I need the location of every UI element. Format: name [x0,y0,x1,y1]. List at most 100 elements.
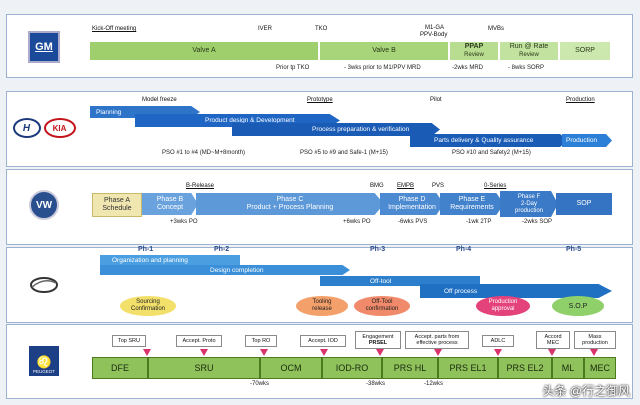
empb-label: EMPB [397,183,415,189]
vw-phase-d-sub: Implementation [388,204,436,211]
gm-run-review-label: Review [519,52,539,58]
gate-accept-proto: Accept. Proto [176,335,222,347]
m1ga-label: M1-GA [425,25,445,31]
vw-phase-f-sub1: 2-Day [520,200,537,207]
rn-offtool-bar: Off-tool [320,276,480,286]
gm-ppap-label: PPAP [464,43,484,50]
stage-iod-ro-label: IOD-RO [335,363,369,373]
gate-top-ro: Top RO [245,335,277,347]
ppv-body-label: PPV-Body [420,32,448,38]
gm-logo-mark: GM [28,31,60,63]
pilot-label: Pilot [430,97,442,103]
hyundai-logo-mark: H [12,118,41,138]
gate-marker-7 [494,349,502,356]
hk-parts-label: Parts delivery & Quality assurance [434,137,534,144]
vw-phase-c-sub: Product + Process Planning [246,204,334,211]
psa-38wks: -38wks [366,381,386,387]
vw-6wks-pvs: -6wks PVS [398,219,428,225]
rn-organization-label: Organization and planning [112,256,188,264]
stage-sru: SRU [148,357,260,379]
gm-logo: GM [10,30,78,64]
peugeot-logo: ♌ PEUGEOT [10,344,78,378]
gate-marker-4 [320,349,328,356]
stage-ml-label: ML [561,363,575,373]
pvs-label: PVS [432,183,445,189]
vw-phase-a-title: Phase A [103,197,131,204]
rn-production-line2: approval [491,306,515,312]
vw-phase-b: Phase B Concept [142,193,198,215]
stage-sru-label: SRU [194,363,214,373]
rn-tooling-line2: release [312,306,332,312]
hk-parts-bar: Parts delivery & Quality assurance [410,134,568,147]
gm-run-at-rate-label: Run @ Rate [509,43,549,50]
stage-prs-el1: PRS EL1 [438,357,498,379]
hk-pso-1-4: PSO #1 to #4 (MD~M+8month) [162,150,246,156]
rn-tooling-line1: Tooling [312,299,332,305]
rn-offprocess-label: Off process [444,287,478,295]
kia-logo-mark: KIA [43,118,76,138]
stage-prs-el2: PRS EL2 [498,357,552,379]
stage-prs-hl: PRS HL [382,357,438,379]
rn-sourcing-line1: Sourcing [136,299,160,305]
gm-valve-b-label: Valve B [372,47,396,54]
gate-marker-3 [260,349,268,356]
gm-ppap: PPAP Review [450,42,498,60]
vw-2wks-sop: -2wks SOP [522,219,553,225]
rn-offprocess-bar: Off process [420,284,612,298]
rn-sourcing-oval: Sourcing Confirmation [120,296,176,316]
vw-phase-d-title: Phase D [398,196,426,203]
hyundai-kia-logo: H KIA [10,114,78,142]
rn-production-line1: Production [488,299,518,305]
gate-accept-parts-line1: Accept. parts from [414,334,460,340]
vw-1wk-2tp: -1wk 2TP [466,219,492,225]
gate-engagement-line1: Engagement [362,334,394,340]
gate-accept-parts: Accept. parts from effective process [405,331,469,349]
gm-sorp-label: SORP [575,47,595,54]
vw-phase-f: Phase F 2-Day production [500,191,558,217]
bmg-label: BMG [370,183,384,189]
gate-engagement-line2: PRSEL [368,340,388,346]
gate-marker-9 [590,349,598,356]
rn-offtool-oval-line2: confirmation [365,306,399,312]
kickoff-label: Kick-Off meeting [92,26,137,32]
gate-accept-proto-label: Accept. Proto [182,338,216,344]
hk-process-label: Process preparation & verification [312,126,410,133]
gm-2wks: -2wks MRD [452,65,483,71]
gm-run-at-rate: Run @ Rate Review [500,42,558,60]
iver-label: IVER [258,26,273,32]
stage-mec-label: MEC [590,363,610,373]
stage-mec: MEC [584,357,616,379]
hk-pso-10: PSO #10 and Safety2 (M+15) [452,150,531,156]
stage-prs-hl-label: PRS HL [393,363,427,373]
ph2-label: Ph-2 [214,246,230,253]
vw-phase-d: Phase D Implementation [380,193,444,215]
gate-marker-5 [376,349,384,356]
vw-phase-b-title: Phase B [156,196,184,203]
rn-sop-oval: S.O.P [552,296,604,316]
gate-top-sru: Top SRU [112,335,146,347]
rn-production-oval: Production approval [476,296,530,316]
b-release-label: B-Release [186,183,215,189]
vw-phase-b-sub: Concept [156,204,184,211]
gate-accord-mec: Accord MEC [536,331,570,349]
vw-logo: VW [10,190,78,220]
psa-12wks: -12wks [424,381,444,387]
vw-sop-label: SOP [576,200,592,207]
stage-iod-ro: IOD-RO [322,357,382,379]
psa-70wks: -70wks [250,381,270,387]
hk-pso-5-9: PSO #5 to #9 and Safe-1 (M+15) [300,150,388,156]
stage-dfe: DFE [92,357,148,379]
rn-design-bar: Design completion [100,265,350,275]
gate-marker-8 [548,349,556,356]
hk-planning-label: Planning [96,108,122,116]
vw-3wks-po: +3wks PO [170,219,198,225]
rn-organization-bar: Organization and planning [100,255,240,265]
stage-prs-el1-label: PRS EL1 [449,363,487,373]
ph1-label: Ph-1 [138,246,154,253]
rn-design-label: Design completion [210,266,264,274]
gate-accept-iod-label: Accept. IOD [308,338,338,344]
mvbs-label: MVBs [488,26,505,32]
gm-valve-a-label: Valve A [192,47,216,54]
gm-ppap-review-label: Review [464,52,484,58]
gate-accept-parts-line2: effective process [416,340,458,346]
